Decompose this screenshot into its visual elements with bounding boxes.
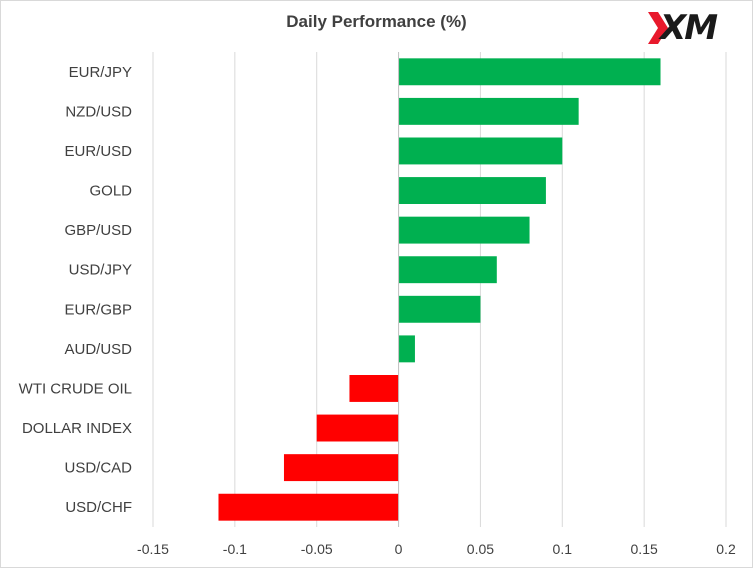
bar bbox=[349, 375, 399, 402]
bar bbox=[398, 335, 415, 363]
x-tick-label: 0 bbox=[395, 541, 403, 557]
logo-text: XM bbox=[660, 8, 718, 48]
xm-logo: XM bbox=[646, 8, 746, 48]
x-tick-label: -0.15 bbox=[137, 541, 169, 557]
bar bbox=[398, 177, 546, 204]
x-tick-label: -0.1 bbox=[223, 541, 247, 557]
logo-accent-icon bbox=[648, 12, 668, 44]
x-tick-label: 0.2 bbox=[716, 541, 736, 557]
category-label: EUR/GBP bbox=[64, 301, 132, 318]
category-label: USD/JPY bbox=[69, 262, 132, 279]
bar bbox=[398, 58, 661, 86]
bar bbox=[398, 256, 497, 284]
bar bbox=[218, 493, 399, 521]
category-label: EUR/JPY bbox=[69, 64, 132, 81]
category-label: GOLD bbox=[89, 183, 132, 200]
category-label: WTI CRUDE OIL bbox=[19, 380, 132, 397]
bar bbox=[283, 454, 399, 482]
chart-title: Daily Performance (%) bbox=[286, 12, 467, 31]
category-label: EUR/USD bbox=[64, 143, 132, 160]
x-tick-label: 0.1 bbox=[553, 541, 573, 557]
bar bbox=[398, 137, 563, 165]
category-label: GBP/USD bbox=[64, 222, 132, 239]
x-tick-label: -0.05 bbox=[301, 541, 333, 557]
bar bbox=[398, 97, 579, 125]
category-label: DOLLAR INDEX bbox=[22, 420, 132, 437]
bar bbox=[398, 295, 481, 323]
bar bbox=[316, 414, 399, 442]
x-tick-label: 0.05 bbox=[467, 541, 494, 557]
category-label: NZD/USD bbox=[65, 103, 132, 120]
x-tick-label: 0.15 bbox=[631, 541, 658, 557]
category-label: AUD/USD bbox=[64, 341, 132, 358]
category-label: USD/CHF bbox=[65, 499, 132, 516]
category-label: USD/CAD bbox=[64, 460, 132, 477]
bar bbox=[398, 216, 530, 244]
